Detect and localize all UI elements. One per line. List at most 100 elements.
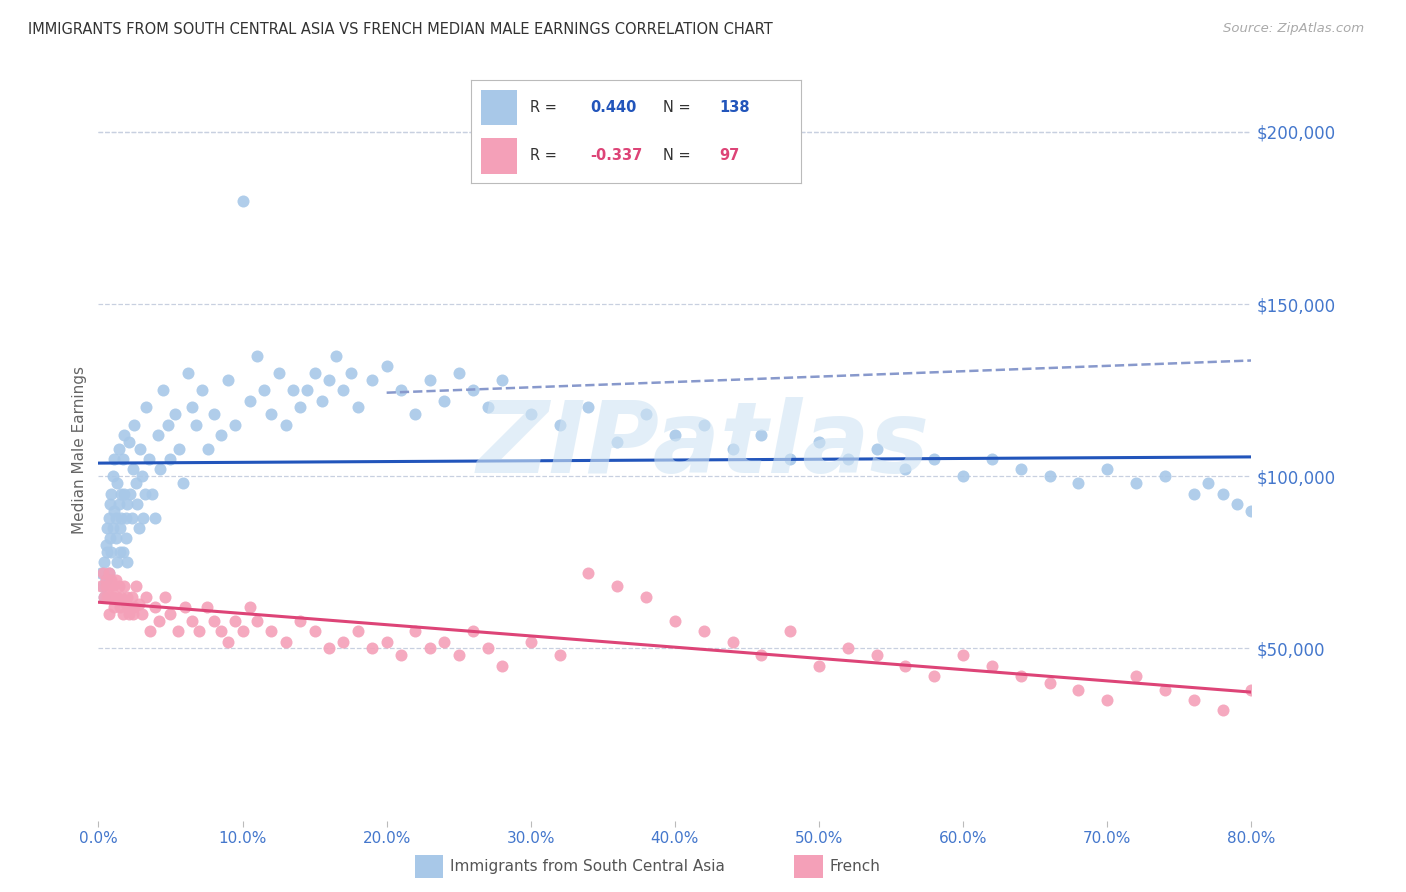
Point [246,614,269,628]
Point [125,579,148,593]
Point [167,442,190,456]
Point [952,469,974,483]
Point [98,531,121,545]
Point [186,417,208,432]
Point [491,373,513,387]
Point [97,566,120,580]
Point [112,486,135,500]
Point [117,555,139,569]
Point [808,434,831,449]
Point [110,590,132,604]
Point [101,469,124,483]
Text: -0.337: -0.337 [591,148,643,163]
Point [152,383,174,397]
Point [721,442,744,456]
Point [332,383,354,397]
Text: Immigrants from South Central Asia: Immigrants from South Central Asia [450,859,725,873]
Bar [481,89,517,126]
Point [339,366,361,380]
Point [93,590,115,604]
Point [477,641,499,656]
Point [981,452,1004,467]
Point [578,401,600,415]
Point [1212,486,1234,500]
Point [117,497,139,511]
Text: 0.440: 0.440 [591,100,637,115]
Point [461,383,484,397]
Point [693,417,716,432]
Point [104,510,127,524]
Point [433,634,456,648]
Point [202,407,225,421]
Point [389,648,412,663]
Point [97,566,120,580]
Point [231,624,254,639]
Point [110,510,132,524]
Point [447,648,470,663]
Point [751,428,773,442]
Point [636,407,658,421]
Point [135,401,157,415]
Point [120,600,142,615]
Point [866,648,889,663]
Point [433,393,456,408]
Point [105,476,128,491]
Point [93,590,115,604]
Point [447,366,470,380]
Point [1182,693,1205,707]
Point [98,497,121,511]
Point [239,393,262,408]
Point [100,573,122,587]
Point [1327,693,1350,707]
Point [174,600,197,615]
Point [477,401,499,415]
Point [224,417,246,432]
Point [1298,669,1320,683]
Text: Source: ZipAtlas.com: Source: ZipAtlas.com [1223,22,1364,36]
Point [837,641,859,656]
Point [139,624,162,639]
Point [246,349,269,363]
Point [98,590,121,604]
Point [104,573,127,587]
Point [118,607,141,621]
Point [405,407,427,421]
Point [96,590,118,604]
Point [159,607,181,621]
Point [195,600,218,615]
Point [143,510,166,524]
Point [1270,648,1292,663]
Point [274,634,297,648]
Point [156,417,179,432]
Point [548,648,571,663]
Point [117,590,139,604]
Point [274,417,297,432]
Point [177,366,200,380]
Point [636,590,658,604]
Point [346,624,368,639]
Point [181,401,204,415]
Point [131,469,153,483]
Point [837,452,859,467]
Point [260,624,283,639]
Point [1240,682,1263,697]
Point [419,373,441,387]
Point [606,579,628,593]
Point [166,624,188,639]
Text: N =: N = [662,100,695,115]
Point [149,462,172,476]
Point [1010,462,1032,476]
Point [103,452,125,467]
Point [96,521,118,535]
Point [239,600,262,615]
Point [100,545,122,559]
Point [361,373,384,387]
Point [1067,476,1090,491]
Point [1240,504,1263,518]
Text: 138: 138 [718,100,749,115]
Point [110,486,132,500]
Point [290,614,312,628]
Point [100,486,122,500]
Point [101,590,124,604]
Point [153,590,176,604]
